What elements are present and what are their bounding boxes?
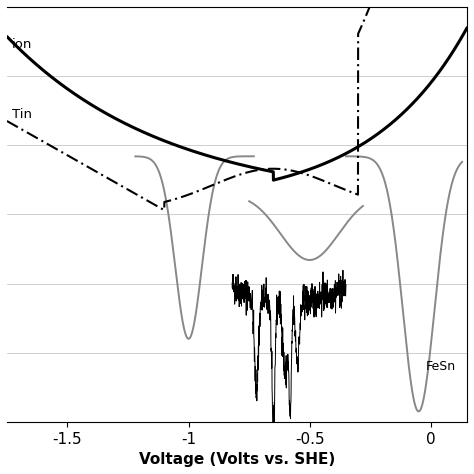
Text: FeSn: FeSn	[426, 360, 456, 373]
Text: ion: ion	[12, 38, 32, 51]
Text: Tin: Tin	[12, 108, 32, 121]
X-axis label: Voltage (Volts vs. SHE): Voltage (Volts vs. SHE)	[139, 452, 335, 467]
